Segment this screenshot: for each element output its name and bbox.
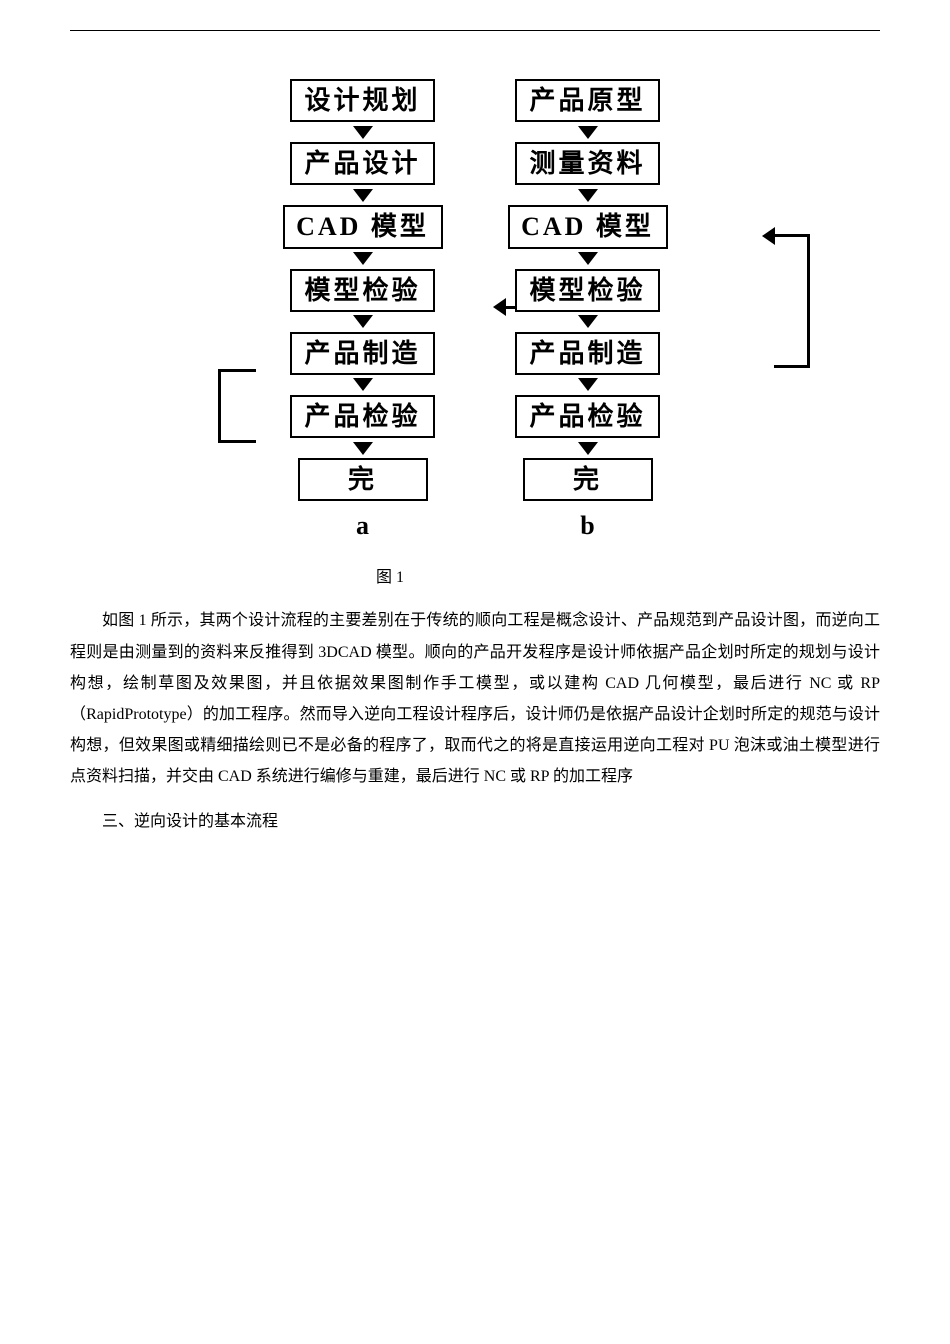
flow-box: 产品制造 [515, 332, 660, 375]
arrow-down-icon [578, 126, 598, 139]
flow-box: 完 [523, 458, 653, 501]
arrow-down-icon [353, 126, 373, 139]
flow-box: 产品制造 [290, 332, 435, 375]
feedback-arrow-right [762, 227, 775, 245]
horizontal-rule [70, 30, 880, 31]
flow-box: 产品原型 [515, 79, 660, 122]
flow-box: 测量资料 [515, 142, 660, 185]
arrow-down-icon [353, 252, 373, 265]
flow-box: 产品检验 [515, 395, 660, 438]
figure-caption: 图 1 [0, 563, 880, 587]
flow-box: 完 [298, 458, 428, 501]
arrow-down-icon [578, 189, 598, 202]
section-heading: 三、逆向设计的基本流程 [70, 806, 880, 837]
flowchart-wrapper: 设计规划 产品设计 CAD 模型 模型检验 产品制造 产品检验 完 a 产品原型… [70, 79, 880, 541]
arrow-down-icon [578, 315, 598, 328]
flowchart-column-b: 产品原型 测量资料 CAD 模型 模型检验 产品制造 产品检验 完 b [498, 79, 678, 541]
flow-box: 设计规划 [290, 79, 435, 122]
arrow-down-icon [578, 378, 598, 391]
feedback-loop-left [218, 369, 221, 443]
flow-box: CAD 模型 [508, 205, 668, 248]
flow-box: 产品检验 [290, 395, 435, 438]
body-paragraph: 如图 1 所示，其两个设计流程的主要差别在于传统的顺向工程是概念设计、产品规范到… [70, 605, 880, 792]
arrow-down-icon [353, 442, 373, 455]
flow-box: 产品设计 [290, 142, 435, 185]
arrow-down-icon [353, 315, 373, 328]
column-label-b: b [580, 511, 594, 541]
arrow-down-icon [578, 442, 598, 455]
arrow-down-icon [353, 189, 373, 202]
arrow-down-icon [353, 378, 373, 391]
flow-box: CAD 模型 [283, 205, 443, 248]
flowchart-container: 设计规划 产品设计 CAD 模型 模型检验 产品制造 产品检验 完 a 产品原型… [70, 79, 880, 541]
flowchart-column-a: 设计规划 产品设计 CAD 模型 模型检验 产品制造 产品检验 完 a [273, 79, 453, 541]
flow-box: 模型检验 [290, 269, 435, 312]
feedback-loop-right [807, 235, 810, 368]
flow-box: 模型检验 [515, 269, 660, 312]
arrow-down-icon [578, 252, 598, 265]
column-label-a: a [356, 511, 369, 541]
